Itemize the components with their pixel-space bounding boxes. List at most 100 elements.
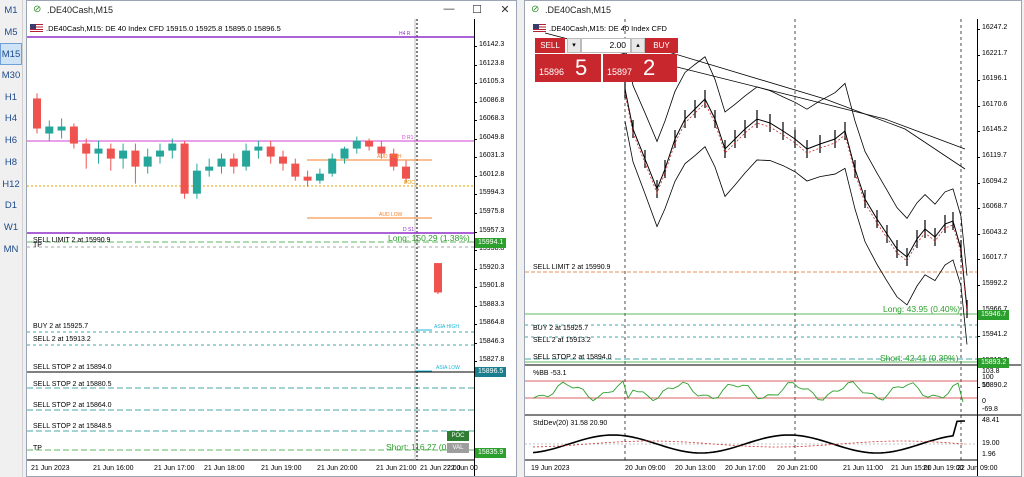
left-chart-header: .DE40Cash,M15: DE 40 Index CFD 15915.0 1… (30, 24, 281, 33)
candle-body (279, 156, 287, 164)
right-chart-header: .DE40Cash,M15: DE 40 Index CFD (533, 24, 667, 33)
timeframe-m1[interactable]: M1 (4, 5, 18, 16)
timeframe-d1[interactable]: D1 (4, 200, 18, 212)
timeframe-h1[interactable]: H1 (4, 91, 18, 103)
long-price-tag: 15946.7 (978, 310, 1010, 320)
candle-body (45, 126, 54, 134)
right-chart-area[interactable]: .DE40Cash,M15: DE 40 Index CFD SELL ▾ 2.… (525, 19, 1021, 476)
bb-indicator-label: %BB -53.1 (533, 370, 567, 377)
order-label: SELL STOP 2 at 15864.0 (33, 402, 112, 409)
chart-icon: ⊘ (33, 4, 42, 15)
left-chart-window: ⊘ .DE40Cash,M15 — ☐ ✕ .DE40Cash,M15: DE … (26, 0, 517, 477)
price-tick: 16196.1 (976, 75, 1008, 83)
candle-body (291, 163, 300, 177)
volume-input[interactable]: 2.00 (581, 38, 631, 53)
buy-price-big: 2 (643, 55, 656, 80)
volume-up-icon[interactable]: ▴ (631, 38, 645, 53)
level-label: D S1 (403, 227, 415, 233)
candle-body (266, 146, 275, 157)
tp-label-bottom: TP (33, 445, 42, 452)
timeframe-bar: M1 M5 M15 M30 H1 H4 H6 H8 H12 D1 W1 MN (0, 0, 23, 477)
candle-body (377, 146, 386, 154)
sell-button[interactable]: SELL (535, 38, 565, 53)
timeframe-m30[interactable]: M30 (1, 70, 21, 82)
price-tick: 16068.3 (473, 115, 505, 123)
time-tick: 21 Jun 19:00 (923, 465, 964, 472)
price-tick: 16017.7 (976, 254, 1008, 262)
price-tick: 16119.7 (977, 152, 1007, 159)
volume-down-icon[interactable]: ▾ (567, 38, 581, 53)
short-price-tag: 15893.2 (978, 358, 1010, 368)
level-label: POC (404, 180, 415, 186)
one-click-trading-panel: SELL ▾ 2.00 ▴ BUY 15896 5 15897 2 (531, 38, 699, 86)
close-button[interactable]: ✕ (500, 4, 510, 16)
timeframe-m5[interactable]: M5 (4, 26, 18, 38)
time-tick: 20 Jun 21:00 (777, 465, 818, 472)
order-label: SELL 2 at 15913.2 (33, 336, 91, 343)
candle-body (33, 98, 41, 129)
candle-body (242, 150, 251, 167)
candle-body (340, 148, 349, 159)
timeframe-h6[interactable]: H6 (4, 135, 18, 147)
right-chart-window: ⊘ .DE40Cash,M15 .DE40Cash,M15: DE 40 Ind… (524, 0, 1022, 477)
timeframe-mn[interactable]: MN (3, 243, 19, 255)
left-chart-area[interactable]: .DE40Cash,M15: DE 40 Index CFD 15915.0 1… (27, 19, 516, 476)
time-tick: 21 Jun 21:00 (376, 465, 417, 472)
price-tick: 15992.2 (976, 280, 1008, 287)
timeframe-h8[interactable]: H8 (4, 156, 18, 168)
price-tick: 16145.2 (976, 126, 1008, 134)
candle-body (82, 143, 91, 154)
bb-line (532, 380, 964, 403)
timeframe-h12[interactable]: H12 (2, 178, 20, 190)
order-label: SELL STOP 2 at 15894.0 (33, 364, 112, 371)
time-tick: 21 Jun 2023 (31, 465, 70, 472)
bollinger-upper (624, 47, 968, 276)
time-tick: 21 Jun 17:00 (154, 465, 195, 472)
candle-body (131, 150, 140, 167)
candle-body (365, 140, 374, 147)
long-price-tag: 15994.1 (475, 238, 507, 248)
left-titlebar[interactable]: ⊘ .DE40Cash,M15 — ☐ ✕ (27, 1, 516, 20)
val-tag: VAL (447, 443, 469, 453)
envelope-line (624, 38, 966, 170)
left-price-chart (27, 19, 474, 461)
bb-axis-tick: 50 (982, 382, 990, 389)
candle-body (352, 140, 361, 149)
sell-price-big: 5 (575, 55, 588, 80)
price-tick: 15890.2 (976, 382, 1008, 390)
candle-body (94, 148, 103, 154)
time-tick: 21 Jun 18:00 (204, 465, 245, 472)
time-tick: 21 Jun 19:00 (261, 465, 302, 472)
left-price-axis[interactable]: 16142.3 16123.8 16105.3 16086.8 16068.3 16049… (473, 19, 516, 476)
left-window-title: .DE40Cash,M15 (47, 5, 114, 15)
minimize-button[interactable]: — (443, 3, 455, 15)
buy-price-button[interactable]: 15897 2 (603, 54, 677, 82)
long-label: Long: 150.29 (1.38%) (388, 233, 470, 243)
short-label: Short: 116.27 (0.99%) (386, 442, 469, 452)
level-label: AUD LOW (379, 212, 403, 218)
sell-price-button[interactable]: 15896 5 (535, 54, 601, 82)
timeframe-w1[interactable]: W1 (3, 221, 19, 233)
buy-price-small: 15897 (607, 67, 633, 77)
maximize-button[interactable]: ☐ (472, 4, 482, 16)
level-label: H4 R (399, 31, 411, 37)
candle-body (192, 170, 201, 194)
candle-body (143, 156, 152, 167)
left-header-text: .DE40Cash,M15: DE 40 Index CFD 15915.0 1… (46, 24, 281, 33)
price-tick: 16012.8 (473, 170, 505, 178)
price-tick: 15901.8 (473, 282, 505, 290)
timeframe-h4[interactable]: H4 (4, 113, 18, 125)
order-label: SELL LIMIT 2 at 15990.9 (533, 264, 611, 271)
candle-body (57, 126, 66, 131)
buy-button[interactable]: BUY (645, 38, 678, 53)
time-tick: 20 Jun 13:00 (675, 465, 716, 472)
price-tick: 16086.8 (473, 96, 505, 104)
right-window-title: .DE40Cash,M15 (545, 5, 612, 15)
time-tick: 21 Jun 11:00 (843, 465, 883, 472)
timeframe-m15[interactable]: M15 (0, 43, 22, 66)
price-tick: 16170.6 (976, 100, 1008, 108)
right-titlebar[interactable]: ⊘ .DE40Cash,M15 (525, 1, 1021, 20)
order-label: SELL LIMIT 2 at 15990.9 (33, 237, 111, 244)
stddev-signal (532, 440, 966, 448)
order-label: BUY 2 at 15925.7 (33, 323, 89, 330)
